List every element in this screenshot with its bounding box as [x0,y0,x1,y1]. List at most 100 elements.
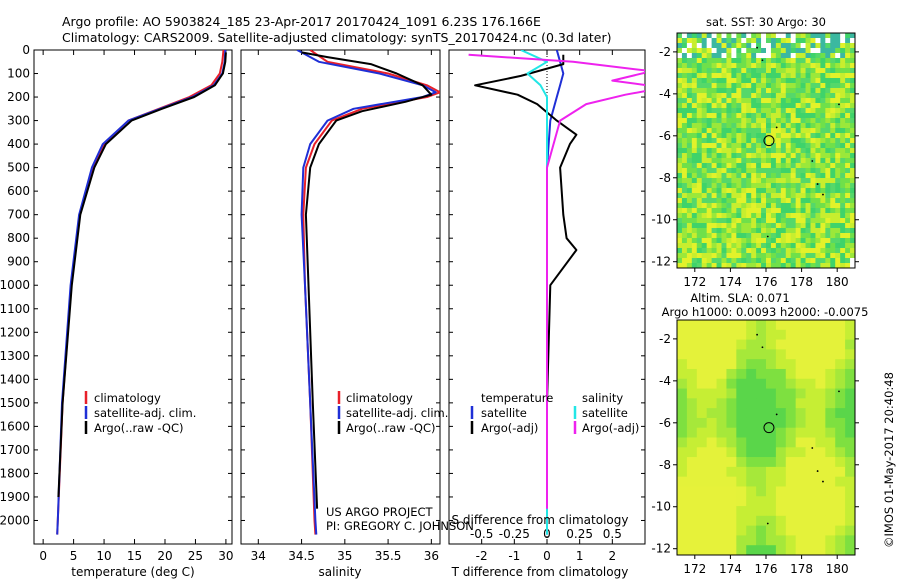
sst-map-cell [835,143,841,149]
sst-map-cell [691,43,698,49]
sst-map-cell [785,123,792,129]
sst-map-cell [681,168,688,174]
sst-map-cell [850,93,856,99]
sla-map-cell [756,535,767,546]
sla-map-cell [845,506,856,517]
sst-map-cell [800,163,806,169]
sst-map-cell [850,183,856,189]
sst-map-cell [736,153,742,159]
sst-map-cell [790,108,797,114]
sst-map-cell [746,113,752,119]
sst-map-cell [751,118,757,124]
sst-map-cell [785,48,792,54]
sst-map-cell [741,128,747,134]
sst-map-cell [775,63,782,69]
sst-map-cell [815,98,821,104]
island-dot [756,333,758,336]
sla-map-y-tick-label: -2 [659,332,671,346]
sla-map-cell [686,535,698,546]
sst-map-cell [736,138,742,144]
sst-map-cell [706,233,713,239]
sst-map-cell [706,198,713,204]
sst-map-cell [810,243,816,249]
sst-map-cell [701,153,708,159]
island-dot [816,183,819,185]
sla-map-cell [805,545,816,556]
sst-map-cell [790,223,797,229]
sst-map-cell [795,43,802,49]
sla-map-y-tick-label: -12 [651,542,671,556]
sst-map-cell [751,83,757,89]
sst-map-cell [721,143,727,149]
sst-map-cell [770,248,777,254]
sla-map-cell [756,368,767,380]
sst-map-cell [795,183,802,189]
sst-map-cell [780,148,787,154]
sst-map-cell [775,223,782,229]
sst-map-cell [677,198,683,204]
sst-map-cell [761,258,767,264]
sst-map-cell [830,248,836,254]
sst-map-cell [830,58,836,64]
sst-map-cell [691,193,698,199]
sst-map-cell [820,183,826,189]
sst-map-cell [736,228,742,234]
sst-map-cell [726,163,732,169]
sst-map-cell [761,98,767,104]
sst-map-cell [751,163,757,169]
sst-map-cell [701,43,708,49]
sst-map-cell [686,153,693,159]
sst-map-cell [790,73,797,79]
sla-map-cell [726,486,737,497]
sst-map-cell [761,43,767,49]
sst-map-cell [691,248,698,254]
sst-map-cell [696,153,703,159]
sst-map-cell [785,198,792,204]
sst-map-cell [696,223,703,229]
sst-map-cell [706,68,713,74]
sst-map-cell [721,128,727,134]
sla-map-cell [716,320,727,331]
sst-map-cell [830,208,836,214]
diff-series-temperature-argo-adj- [474,54,578,509]
sst-map-cell [800,233,806,239]
sst-map-cell [850,258,856,264]
sla-map-cell [795,339,806,350]
sla-map-cell [716,388,727,399]
sla-map-cell [775,506,787,517]
sla-map-cell [775,329,787,340]
sla-map-cell [686,329,698,340]
sst-map-cell [716,98,722,104]
sst-map-cell [726,173,732,179]
sst-map-cell [775,203,782,209]
sst-map-cell [696,193,703,199]
sst-map-cell [716,78,722,84]
sst-map-cell [691,98,698,104]
sst-map-cell [825,78,831,84]
sst-map-cell [795,68,802,74]
sst-map-cell [825,138,831,144]
sla-map-cell [775,535,787,546]
sst-map-cell [850,243,856,249]
sst-map-cell [850,103,856,109]
sst-map-cell [790,128,797,134]
sst-map-cell [780,113,787,119]
sst-map-cell [696,183,703,189]
sla-map-cell [736,466,747,478]
sst-map-cell [825,248,831,254]
sst-map-cell [721,38,727,44]
sst-map-cell [800,253,806,259]
sst-map-cell [746,163,752,169]
sst-map-cell [815,223,821,229]
sst-map-cell [706,168,713,174]
sst-map-cell [731,118,737,124]
depth-tick-label: 900 [7,255,30,269]
sst-map-cell [850,158,856,164]
sst-map-cell [790,53,797,59]
sst-map-cell [820,88,826,94]
sst-map-cell [815,168,821,174]
sla-map-cell [766,476,777,487]
sst-map-cell [800,223,806,229]
sst-map-cell [790,228,797,234]
sst-map-cell [711,158,717,164]
